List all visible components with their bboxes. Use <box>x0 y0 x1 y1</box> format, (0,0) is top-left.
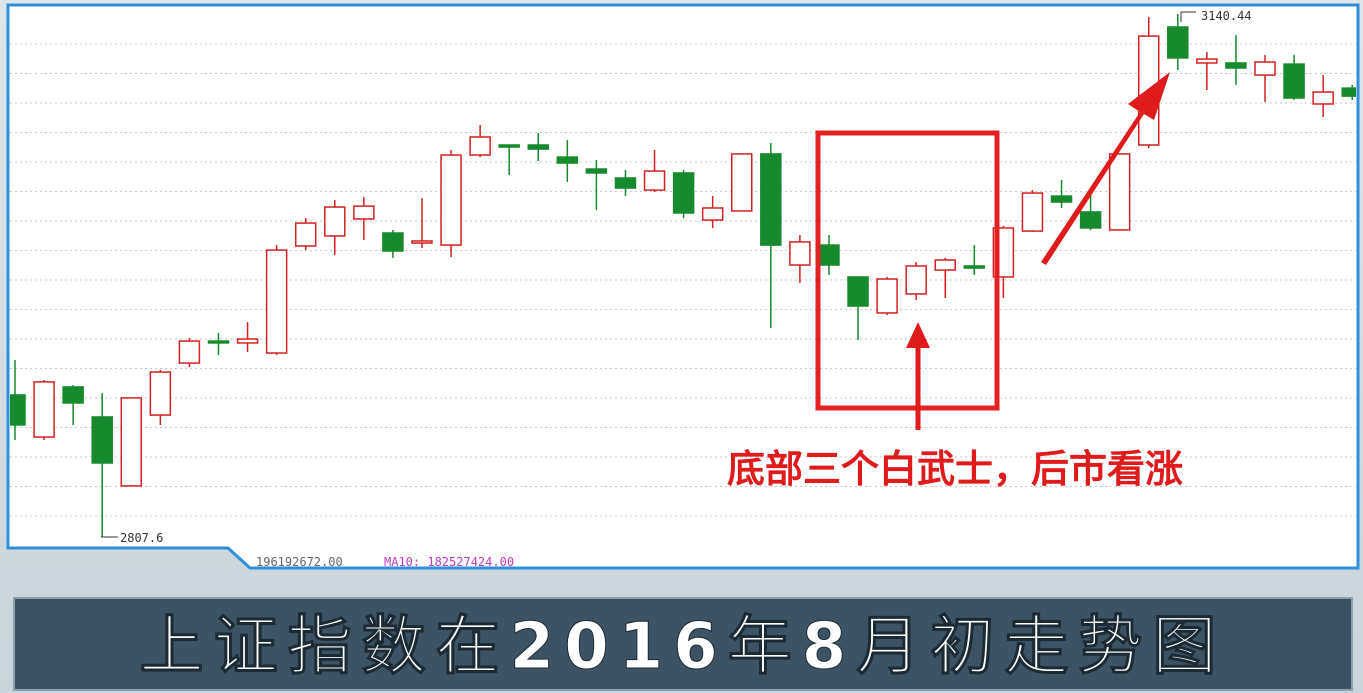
candle-body <box>62 386 84 404</box>
high-label: 3140.44 <box>1201 9 1252 23</box>
candle-body <box>411 240 433 244</box>
candle-body <box>963 265 986 269</box>
candle-body <box>1108 153 1131 231</box>
candle-body <box>324 206 346 237</box>
candle-body <box>149 371 172 416</box>
candle-body <box>643 170 666 191</box>
caption: 上证指数在2016年8月初走势图 <box>140 610 1227 684</box>
candle-body <box>440 154 462 246</box>
candle-body <box>672 172 695 214</box>
candle-body <box>498 144 520 148</box>
candle-body <box>33 381 55 438</box>
candle-body <box>614 177 637 189</box>
candle-body <box>934 259 956 271</box>
candle-body <box>10 394 26 426</box>
big-arrow <box>1041 72 1170 265</box>
candle-body <box>178 340 201 364</box>
candle-body <box>382 232 404 252</box>
candle-body <box>760 153 782 246</box>
candle-body <box>120 397 143 487</box>
candle-body <box>731 153 753 212</box>
annotation: 底部三个白武士，后市看涨 <box>727 447 1183 491</box>
candle-body <box>294 222 317 247</box>
candle-body <box>236 338 259 344</box>
candle-body <box>905 265 927 295</box>
candle-body <box>469 136 491 156</box>
caption-bar <box>13 597 1353 691</box>
candle-body <box>1254 61 1276 76</box>
candle-body <box>1079 211 1102 229</box>
candle-body <box>265 249 288 354</box>
leader <box>1180 11 1196 22</box>
candle-body <box>1196 58 1218 64</box>
candle-body <box>353 205 375 220</box>
candle-body <box>585 168 608 174</box>
candle-body <box>1225 62 1247 69</box>
candle-body <box>876 278 898 314</box>
arrow-head <box>906 322 930 348</box>
candle-body <box>1167 26 1189 59</box>
low-label: 2807.6 <box>120 531 163 545</box>
candle-body <box>91 416 113 464</box>
candle-body <box>818 244 840 266</box>
candle-body <box>1050 195 1073 203</box>
highlight-box <box>815 130 1000 411</box>
candle-body <box>1283 63 1305 99</box>
candle-body <box>1021 192 1044 232</box>
ma10-text: MA10: 182527424.00 <box>384 555 514 569</box>
candle-body <box>527 144 550 150</box>
candle-body <box>789 241 811 266</box>
candle-body <box>556 156 579 164</box>
plot <box>10 14 1356 537</box>
candle-body <box>1341 87 1356 97</box>
candle-body <box>1312 91 1334 105</box>
volume-text: 196192672.00 <box>256 555 343 569</box>
candle-body <box>207 340 230 344</box>
candle-body <box>847 276 869 307</box>
candle-body <box>701 207 724 221</box>
